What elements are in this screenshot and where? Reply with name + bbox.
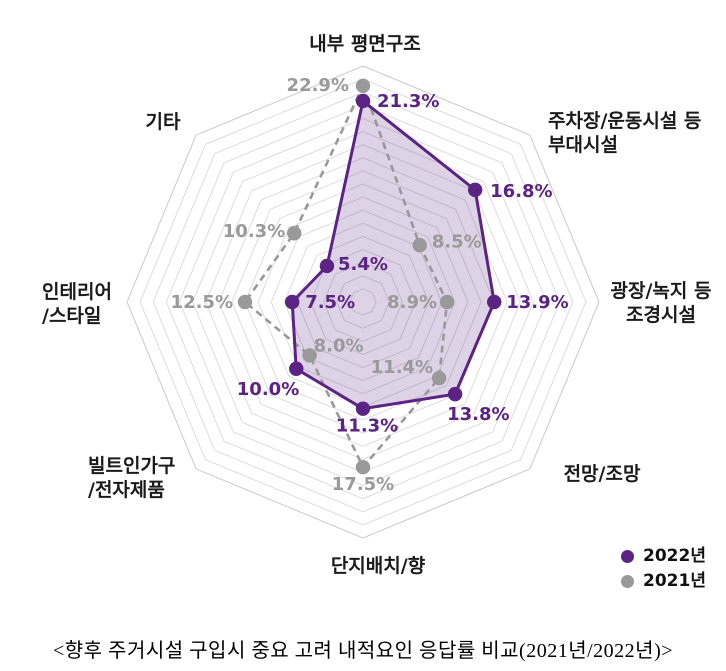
grid-ring xyxy=(283,222,443,382)
legend-label-2021: 2021년 xyxy=(643,570,706,591)
value-label-2022년-3: 13.8% xyxy=(447,404,509,425)
value-label-2021년-1: 8.5% xyxy=(432,231,482,252)
grid-ring xyxy=(336,275,390,329)
data-point-2022-0 xyxy=(355,93,371,109)
value-label-2022년-4: 11.3% xyxy=(336,416,398,437)
grid-ring xyxy=(205,144,521,460)
axis-label-5: 빌트인가구/전자제품 xyxy=(88,455,175,501)
value-label-2021년-0: 22.9% xyxy=(287,75,349,96)
axis-label-0: 내부 평면구조 xyxy=(309,33,421,55)
data-point-2022-3 xyxy=(447,386,463,402)
data-point-2022-6 xyxy=(285,294,300,310)
legend-dot-2022-icon xyxy=(621,549,634,563)
value-label-2022년-7: 5.4% xyxy=(338,254,388,275)
value-label-2021년-2: 8.9% xyxy=(387,292,437,313)
series-2022-area xyxy=(292,100,495,409)
grid-ring xyxy=(126,65,600,539)
value-label-2022년-5: 10.0% xyxy=(237,379,299,400)
grid-ring xyxy=(296,235,430,369)
value-label-2021년-5: 8.0% xyxy=(314,335,364,356)
grid-ring xyxy=(178,117,548,487)
value-label-2022년-2: 13.9% xyxy=(506,292,568,313)
axis-label-7: 기타 xyxy=(146,111,181,133)
grid-ring xyxy=(165,104,561,500)
data-point-2021-2 xyxy=(439,294,455,310)
data-point-2021-5 xyxy=(302,348,317,363)
data-point-2021-7 xyxy=(287,226,302,241)
data-point-2022-5 xyxy=(289,361,304,376)
value-label-2022년-0: 21.3% xyxy=(377,91,439,112)
radar-chart: 22.9% 8.5% 8.9% 11.4% 17.5% 8.0% 12.5% 10.3% 21.… xyxy=(42,33,712,577)
data-point-2022-2 xyxy=(487,294,502,310)
grid-ring xyxy=(231,170,495,434)
data-point-2021-4 xyxy=(355,460,371,475)
value-label-2021년-7: 10.3% xyxy=(223,221,285,242)
grid-ring xyxy=(139,78,587,526)
data-point-2021-3 xyxy=(431,370,447,386)
legend-item-2022: 2022년 xyxy=(621,546,706,566)
data-point-2021-6 xyxy=(237,294,253,310)
legend: 2022년 2021년 xyxy=(621,546,706,591)
grid-ring xyxy=(270,209,456,395)
legend-label-2022: 2022년 xyxy=(643,545,706,566)
axis-label-4: 단지배치/향 xyxy=(331,555,426,577)
data-point-2021-1 xyxy=(412,238,427,253)
grid-ring xyxy=(310,249,416,355)
data-point-2021-0 xyxy=(355,78,371,94)
axis-label-3: 전망/조망 xyxy=(564,463,641,485)
axis-label-1: 주차장/운동시설 등 부대시설 xyxy=(548,110,701,156)
grid-ring xyxy=(349,288,377,316)
value-label-2021년-6: 12.5% xyxy=(171,292,233,313)
axis-label-2: 광장/녹지 등 조경시설 xyxy=(611,280,712,326)
data-point-2022-7 xyxy=(319,258,335,274)
value-label-2021년-4: 17.5% xyxy=(332,474,394,495)
value-label-2022년-1: 16.8% xyxy=(490,181,552,202)
legend-dot-2021-icon xyxy=(621,574,634,588)
legend-item-2021: 2021년 xyxy=(621,571,706,591)
grid-ring xyxy=(152,91,574,513)
axis-label-6: 인테리어/스타일 xyxy=(42,281,112,327)
grid-ring xyxy=(218,157,508,447)
value-label-2022년-6: 7.5% xyxy=(305,292,355,313)
data-point-2022-1 xyxy=(467,182,483,198)
grid-ring xyxy=(323,262,403,342)
grid-ring xyxy=(244,183,482,421)
value-label-2021년-3: 11.4% xyxy=(371,357,433,378)
chart-caption: <향후 주거시설 구입시 중요 고려 내적요인 응답률 비교(2021년/202… xyxy=(52,640,674,662)
data-point-2022-4 xyxy=(355,401,371,416)
